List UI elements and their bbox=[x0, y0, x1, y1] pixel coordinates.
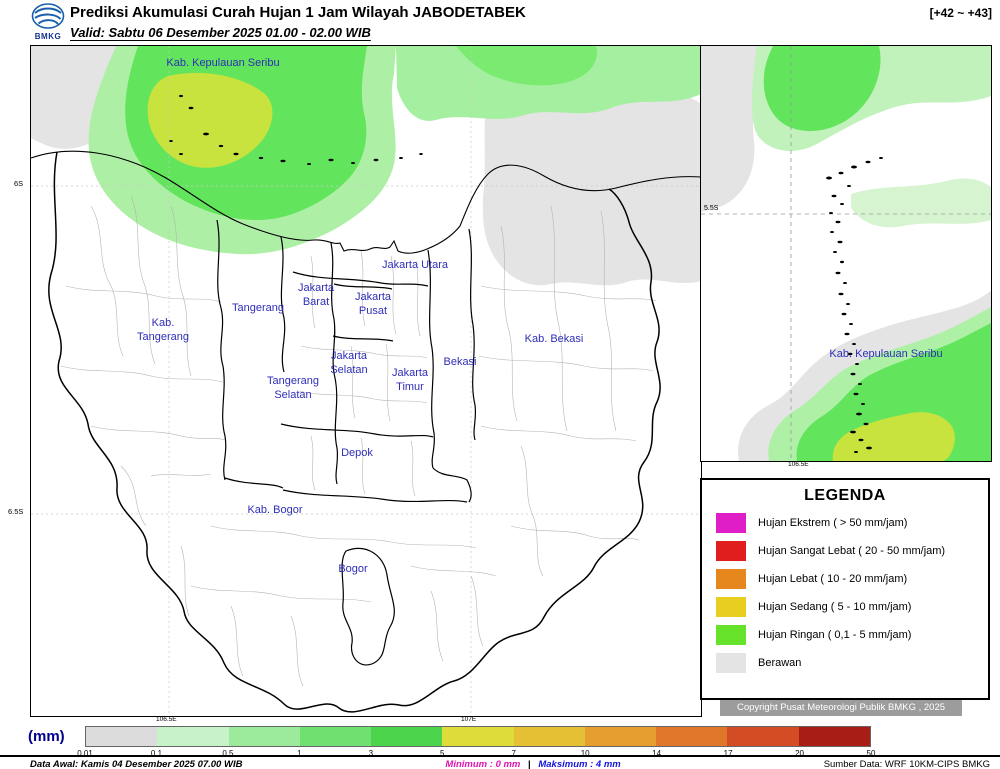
colorbar-gradient bbox=[85, 726, 871, 747]
legend-row-ringan: Hujan Ringan ( 0,1 - 5 mm/jam) bbox=[716, 625, 988, 645]
bmkg-logo: BMKG bbox=[27, 3, 69, 41]
legend-label-ekstrem: Hujan Ekstrem ( > 50 mm/jam) bbox=[758, 517, 908, 529]
region-label-kab-bogor: Kab. Bogor bbox=[247, 504, 303, 516]
main-map: Kab. Kepulauan Seribu Jakarta Utara Jaka… bbox=[30, 45, 702, 717]
forecast-frame-range: [+42 ~ +43] bbox=[929, 6, 992, 20]
legend-label-berawan: Berawan bbox=[758, 657, 802, 669]
legend-label-lebat: Hujan Lebat ( 10 - 20 mm/jam) bbox=[758, 573, 908, 585]
footer-minimum-value: 0 mm bbox=[495, 759, 521, 769]
colorbar-tick: 3 bbox=[368, 749, 374, 758]
colorbar-tick: 0.1 bbox=[150, 749, 163, 758]
colorbar-tick: 7 bbox=[511, 749, 516, 758]
bmkg-logo-icon bbox=[31, 3, 65, 29]
colorbar-tick: 10 bbox=[580, 749, 590, 758]
colorbar-segment bbox=[656, 727, 728, 746]
region-label-jakarta-selatan: Jakarta Selatan bbox=[330, 350, 368, 377]
colorbar-ticks: 0.01 0.1 0.5 1 3 5 7 10 14 17 20 50 bbox=[77, 749, 875, 759]
colorbar-segment bbox=[584, 727, 657, 746]
footer-bar: Data Awal: Kamis 04 Desember 2025 07.00 … bbox=[0, 755, 1000, 769]
legend-title: LEGENDA bbox=[804, 487, 886, 504]
region-label-jakarta-pusat: Jakarta Pusat bbox=[354, 291, 392, 318]
legend-label-sedang: Hujan Sedang ( 5 - 10 mm/jam) bbox=[758, 601, 912, 613]
colorbar-segment bbox=[299, 727, 372, 746]
inset-map-canvas bbox=[701, 46, 991, 461]
main-map-canvas bbox=[31, 46, 701, 716]
colorbar-tick: 50 bbox=[866, 749, 876, 758]
inset-axis-label-106-5e: 106.5E bbox=[788, 461, 809, 468]
region-label-kepulauan-seribu: Kab. Kepulauan Seribu bbox=[166, 57, 280, 69]
legend-row-sedang: Hujan Sedang ( 5 - 10 mm/jam) bbox=[716, 597, 988, 617]
page-title: Prediksi Akumulasi Curah Hujan 1 Jam Wil… bbox=[70, 4, 526, 21]
footer-maksimum-value: 4 mm bbox=[595, 759, 621, 769]
region-label-kab-bekasi: Kab. Bekasi bbox=[524, 333, 584, 345]
colorbar-tick: 17 bbox=[723, 749, 733, 758]
copyright-bar: Copyright Pusat Meteorologi Publik BMKG … bbox=[720, 700, 962, 716]
footer-minmax: Minimum : 0 mm | Maksimum : 4 mm bbox=[445, 759, 620, 769]
region-label-kab-tangerang: Kab. Tangerang bbox=[137, 317, 189, 344]
colorbar-unit-label: (mm) bbox=[28, 728, 65, 745]
axis-label-6-5s: 6.5S bbox=[8, 507, 24, 516]
legend-label-sangat-lebat: Hujan Sangat Lebat ( 20 - 50 mm/jam) bbox=[758, 545, 946, 557]
colorbar-tick: 5 bbox=[440, 749, 445, 758]
colorbar-segment bbox=[513, 727, 585, 746]
inset-region-label-kepulauan-seribu: Kab. Kepulauan Seribu bbox=[829, 348, 943, 360]
footer-maksimum-label: Maksimum : bbox=[538, 759, 594, 769]
footer-minimum-label: Minimum : bbox=[445, 759, 493, 769]
legend-swatch-ringan bbox=[716, 625, 746, 645]
footer-data-awal: Data Awal: Kamis 04 Desember 2025 07.00 … bbox=[30, 759, 243, 769]
legend-row-sangat-lebat: Hujan Sangat Lebat ( 20 - 50 mm/jam) bbox=[716, 541, 988, 561]
colorbar-segment bbox=[157, 727, 229, 746]
colorbar-tick: 0.01 bbox=[77, 749, 93, 758]
colorbar-segment bbox=[798, 727, 870, 746]
colorbar-segment bbox=[442, 727, 514, 746]
region-label-depok: Depok bbox=[341, 447, 373, 459]
region-label-tangerang: Tangerang bbox=[232, 302, 284, 314]
footer-separator: | bbox=[528, 759, 531, 769]
valid-subtitle: Valid: Sabtu 06 Desember 2025 01.00 - 02… bbox=[70, 25, 371, 40]
legend-swatch-lebat bbox=[716, 569, 746, 589]
colorbar-segment bbox=[228, 727, 300, 746]
legend-label-ringan: Hujan Ringan ( 0,1 - 5 mm/jam) bbox=[758, 629, 912, 641]
axis-label-107e: 107E bbox=[461, 716, 477, 723]
axis-label-106-5e: 106.5E bbox=[156, 716, 177, 723]
inset-map-kepulauan-seribu: Kab. Kepulauan Seribu 5.5S bbox=[700, 45, 992, 462]
region-label-jakarta-barat: Jakarta Barat bbox=[297, 282, 335, 309]
colorbar-segment bbox=[371, 727, 443, 746]
region-label-bogor: Bogor bbox=[338, 563, 368, 575]
colorbar: 0.01 0.1 0.5 1 3 5 7 10 14 17 20 50 bbox=[77, 726, 875, 758]
colorbar-tick: 0.5 bbox=[222, 749, 234, 758]
legend-row-lebat: Hujan Lebat ( 10 - 20 mm/jam) bbox=[716, 569, 988, 589]
colorbar-segment bbox=[727, 727, 799, 746]
legend-row-ekstrem: Hujan Ekstrem ( > 50 mm/jam) bbox=[716, 513, 988, 533]
colorbar-segment bbox=[86, 727, 158, 746]
axis-label-6s: 6S bbox=[14, 179, 24, 188]
legend-box: LEGENDA Hujan Ekstrem ( > 50 mm/jam) Huj… bbox=[700, 478, 990, 700]
region-label-jakarta-timur: Jakarta Timur bbox=[391, 367, 429, 394]
colorbar-tick: 20 bbox=[795, 749, 804, 758]
legend-swatch-sangat-lebat bbox=[716, 541, 746, 561]
legend-swatch-sedang bbox=[716, 597, 746, 617]
region-label-tangerang-selatan: Tangerang Selatan bbox=[267, 375, 319, 402]
colorbar-tick: 14 bbox=[652, 749, 662, 758]
legend-row-berawan: Berawan bbox=[716, 653, 988, 673]
footer-sumber-data: Sumber Data: WRF 10KM-CIPS BMKG bbox=[823, 759, 990, 769]
region-label-bekasi: Bekasi bbox=[443, 356, 477, 368]
region-label-jakarta-utara: Jakarta Utara bbox=[381, 259, 449, 271]
legend-swatch-berawan bbox=[716, 653, 746, 673]
legend-swatch-ekstrem bbox=[716, 513, 746, 533]
inset-axis-label-5-5s: 5.5S bbox=[704, 205, 719, 212]
bmkg-logo-label: BMKG bbox=[34, 32, 62, 41]
colorbar-tick: 1 bbox=[297, 749, 302, 758]
